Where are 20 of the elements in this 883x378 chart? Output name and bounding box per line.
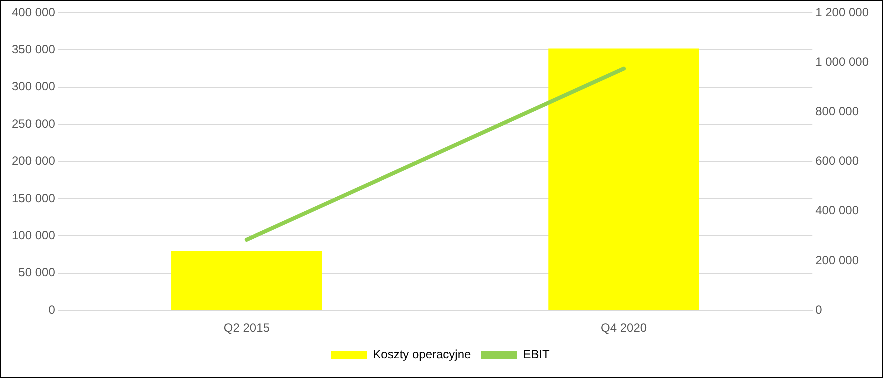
y-tick-label: 150 000 [12, 191, 56, 206]
y-tick-label: 350 000 [12, 42, 56, 57]
y-tick-label: 400 000 [12, 5, 56, 20]
y-tick-label: 200 000 [12, 154, 56, 168]
x-tick-label: Q2 2015 [224, 321, 270, 336]
y2-tick-label: 400 000 [816, 204, 860, 218]
y2-tick-label: 1 200 000 [816, 5, 870, 20]
y-tick-label: 100 000 [12, 228, 56, 243]
legend-label: EBIT [523, 347, 551, 362]
y-tick-label: 0 [48, 302, 56, 317]
y-tick-label: 250 000 [12, 116, 56, 131]
y2-tick-label: 0 [816, 302, 823, 317]
legend-label: Koszty operacyjne [373, 347, 472, 362]
y2-tick-label: 200 000 [816, 253, 860, 268]
y-tick-label: 50 000 [18, 266, 56, 280]
y2-tick-label: 800 000 [816, 104, 860, 119]
y2-tick-label: 1 000 000 [816, 54, 870, 69]
y2-tick-label: 600 000 [816, 154, 860, 168]
y-tick-label: 300 000 [12, 80, 56, 94]
x-tick-label: Q4 2020 [601, 321, 648, 336]
